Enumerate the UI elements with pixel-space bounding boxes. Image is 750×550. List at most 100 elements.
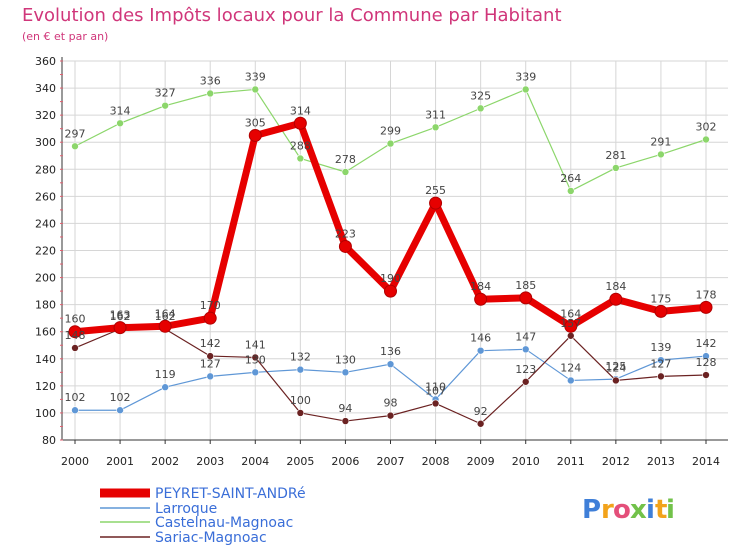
data-point bbox=[521, 345, 530, 354]
data-point bbox=[116, 119, 124, 128]
legend-label: PEYRET-SAINT-ANDRé bbox=[155, 486, 306, 502]
x-tick-label: 2006 bbox=[331, 455, 359, 468]
x-tick-label: 2011 bbox=[557, 455, 585, 468]
data-label: 146 bbox=[470, 332, 491, 345]
data-point bbox=[564, 319, 578, 333]
y-tick-label: 140 bbox=[35, 353, 56, 366]
data-point bbox=[296, 409, 305, 417]
data-label: 162 bbox=[155, 310, 176, 323]
data-label: 98 bbox=[384, 397, 398, 410]
data-label: 185 bbox=[515, 279, 536, 292]
data-label: 288 bbox=[290, 139, 311, 152]
y-tick-label: 360 bbox=[35, 55, 56, 68]
data-point bbox=[476, 104, 485, 113]
data-label: 123 bbox=[515, 363, 536, 376]
series-peyret-saint-andr bbox=[68, 116, 713, 339]
data-label: 142 bbox=[200, 337, 221, 350]
data-point bbox=[429, 196, 443, 210]
data-point bbox=[158, 319, 172, 333]
data-point bbox=[474, 292, 488, 306]
data-label: 125 bbox=[605, 360, 626, 373]
data-point bbox=[612, 376, 620, 385]
logo-letter: i bbox=[666, 495, 675, 525]
y-tick-label: 320 bbox=[35, 109, 56, 122]
y-tick-label: 300 bbox=[35, 136, 56, 149]
data-point bbox=[521, 85, 530, 94]
data-point bbox=[431, 123, 440, 132]
data-label: 162 bbox=[110, 310, 131, 323]
data-label: 223 bbox=[335, 227, 356, 240]
data-label: 141 bbox=[245, 338, 266, 351]
data-point bbox=[251, 353, 260, 362]
data-point bbox=[476, 419, 485, 428]
data-label: 163 bbox=[110, 309, 131, 322]
logo-letter: o bbox=[613, 495, 631, 525]
axes: 80 100 120 140 160 180 200 220 240 260 280 300 320 34… bbox=[35, 55, 728, 468]
data-label: 164 bbox=[560, 307, 581, 320]
x-tick-label: 2012 bbox=[602, 455, 630, 468]
data-label: 175 bbox=[650, 292, 671, 305]
data-label: 130 bbox=[335, 353, 356, 366]
data-point bbox=[386, 360, 395, 369]
x-tick-label: 2010 bbox=[512, 455, 540, 468]
data-label: 299 bbox=[380, 125, 401, 138]
x-tick-label: 2001 bbox=[106, 455, 134, 468]
y-tick-label: 200 bbox=[35, 272, 56, 285]
data-label: 160 bbox=[65, 313, 86, 326]
y-tick-label: 240 bbox=[35, 217, 56, 230]
data-label: 190 bbox=[380, 272, 401, 285]
data-label: 297 bbox=[65, 127, 86, 140]
data-label: 327 bbox=[155, 87, 176, 100]
series-larroque bbox=[71, 345, 710, 415]
data-point bbox=[161, 101, 169, 110]
x-tick-label: 2005 bbox=[286, 455, 314, 468]
data-point bbox=[612, 164, 620, 172]
x-tick-label: 2013 bbox=[647, 455, 675, 468]
data-point bbox=[431, 399, 440, 408]
data-point bbox=[296, 154, 305, 163]
data-point bbox=[699, 300, 713, 314]
data-label: 139 bbox=[650, 341, 671, 354]
logo-letter: t bbox=[655, 495, 667, 525]
data-label: 255 bbox=[425, 184, 446, 197]
data-point bbox=[338, 239, 352, 253]
legend-label: Castelnau-Magnoac bbox=[155, 515, 293, 531]
data-point bbox=[71, 406, 79, 415]
data-label: 124 bbox=[605, 361, 626, 374]
y-tick-label: 180 bbox=[35, 299, 56, 312]
data-point bbox=[476, 346, 485, 355]
data-label: 314 bbox=[290, 104, 311, 117]
data-label: 94 bbox=[338, 402, 352, 415]
data-point bbox=[566, 376, 575, 385]
series-castelnau-magnoac bbox=[71, 85, 710, 195]
data-point bbox=[296, 365, 305, 374]
data-label: 184 bbox=[470, 280, 491, 293]
data-label: 311 bbox=[425, 108, 446, 121]
data-point bbox=[341, 417, 350, 425]
y-tick-label: 120 bbox=[35, 380, 56, 393]
data-label: 291 bbox=[650, 135, 671, 148]
legend-label: Larroque bbox=[155, 501, 217, 517]
x-tick-label: 2000 bbox=[61, 455, 89, 468]
x-tick-label: 2004 bbox=[241, 455, 269, 468]
data-point bbox=[341, 368, 350, 377]
data-point bbox=[657, 150, 665, 159]
data-label: 148 bbox=[65, 329, 86, 342]
legend-label: Sariac-Magnoac bbox=[155, 530, 267, 546]
data-label: 127 bbox=[650, 357, 671, 370]
logo-letter: i bbox=[646, 495, 655, 525]
data-label: 278 bbox=[335, 153, 356, 166]
y-tick-label: 280 bbox=[35, 163, 56, 176]
logo-letter: x bbox=[630, 495, 647, 525]
data-point bbox=[566, 331, 575, 340]
y-tick-label: 260 bbox=[35, 190, 56, 203]
data-label: 147 bbox=[515, 330, 536, 343]
x-tick-label: 2008 bbox=[422, 455, 450, 468]
data-label: 164 bbox=[155, 307, 176, 320]
data-label: 102 bbox=[110, 391, 131, 404]
data-point bbox=[519, 291, 533, 305]
legend: PEYRET-SAINT-ANDRéLarroqueCastelnau-Magn… bbox=[100, 486, 306, 546]
data-point bbox=[341, 168, 350, 176]
